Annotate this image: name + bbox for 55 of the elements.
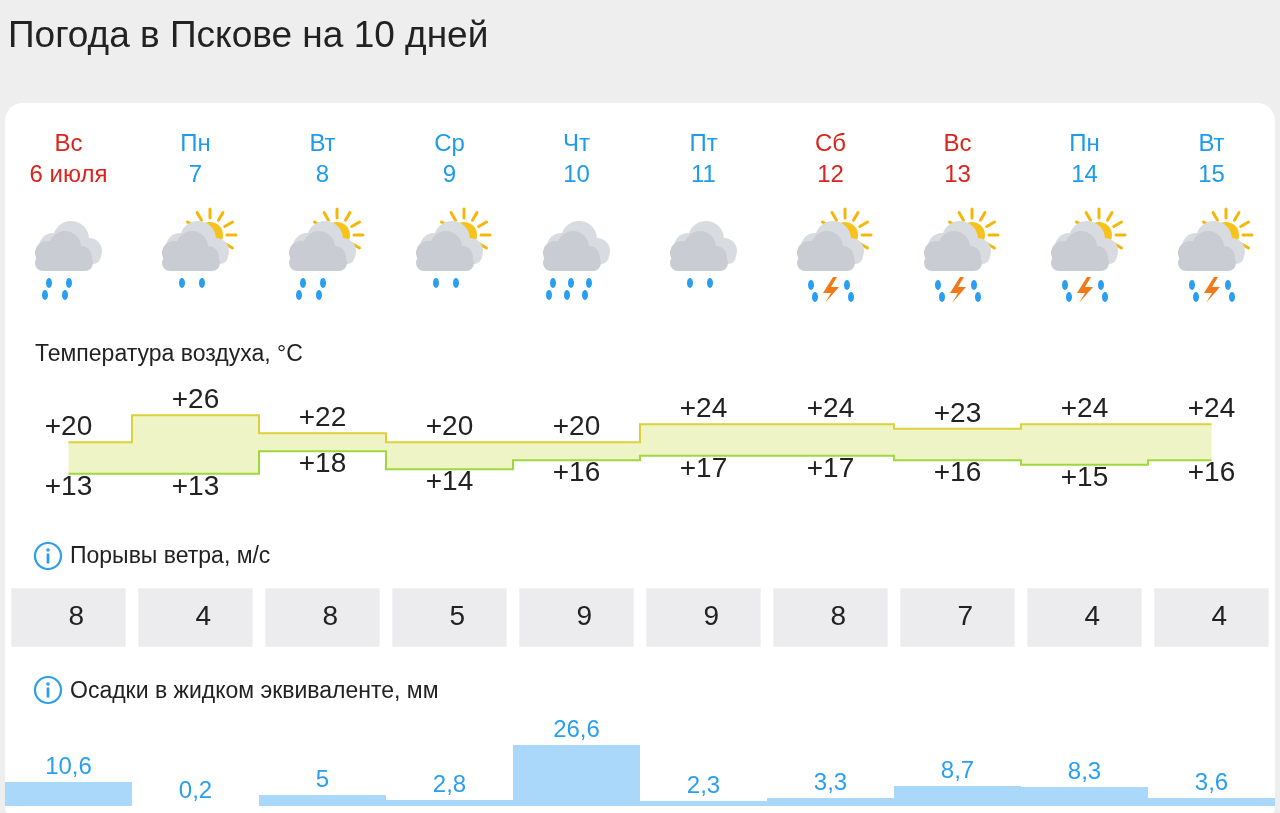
data-label: +23	[933, 396, 982, 428]
data-label: +18	[298, 447, 347, 479]
data-label: 8,7	[940, 756, 975, 784]
data-label: 4	[1211, 599, 1228, 631]
data-label: +17	[679, 451, 728, 483]
data-label: 7	[957, 599, 974, 631]
x-tick-label: Вс 6 июля	[29, 129, 108, 188]
x-tick-label: Вт 15	[1198, 129, 1225, 188]
x-tick-label: Сб 12	[814, 129, 847, 188]
data-label: +13	[44, 469, 93, 501]
data-label: 4	[195, 599, 212, 631]
data-label: 3,3	[813, 768, 848, 796]
data-label: 8,3	[1067, 757, 1102, 785]
data-label: 9	[703, 599, 720, 631]
data-label: +20	[425, 410, 474, 442]
data-label: 3,6	[1194, 767, 1229, 795]
data-label: 9	[576, 599, 593, 631]
y-axis-title: Температура воздуха, °C	[35, 340, 303, 367]
data-label: +24	[679, 392, 728, 424]
x-tick-label: Чт 10	[563, 129, 590, 188]
data-label: +20	[552, 410, 601, 442]
data-label: +24	[1187, 392, 1236, 424]
data-label: 0,2	[178, 775, 213, 803]
data-label: 8	[322, 599, 339, 631]
data-label: +17	[806, 451, 855, 483]
data-label: 5	[449, 599, 466, 631]
x-tick-label: Вт 8	[309, 129, 336, 188]
x-tick-label: Пт 11	[689, 129, 718, 188]
data-label: +20	[44, 410, 93, 442]
data-label: +26	[171, 383, 220, 415]
bar	[5, 781, 132, 806]
data-label: +22	[298, 401, 347, 433]
x-tick-label: Пн 14	[1069, 129, 1100, 188]
chart-title: Погода в Пскове на 10 дней	[8, 14, 489, 56]
data-label: 5	[315, 764, 330, 792]
data-label: +14	[425, 465, 474, 497]
data-label: 26,6	[553, 715, 600, 743]
data-label: +15	[1060, 460, 1109, 492]
data-label: 2,3	[686, 770, 721, 798]
text: Порывы ветра, м/с	[70, 542, 271, 569]
data-label: 4	[1084, 599, 1101, 631]
data-label: +16	[552, 456, 601, 488]
data-label: +13	[171, 469, 220, 501]
data-label: +16	[933, 456, 982, 488]
data-label: 8	[830, 599, 847, 631]
data-label: 2,8	[432, 769, 467, 797]
data-label: +24	[1060, 392, 1109, 424]
chart-title: Осадки в жидком эквиваленте, мм	[70, 677, 439, 704]
x-tick-label: Пн 7	[180, 129, 211, 188]
data-label: +24	[806, 392, 855, 424]
x-tick-label: Ср 9	[434, 129, 465, 188]
data-label: +16	[1187, 456, 1236, 488]
data-label: 10,6	[45, 751, 92, 779]
x-tick-label: Вс 13	[943, 129, 972, 188]
data-label: 8	[68, 599, 85, 631]
